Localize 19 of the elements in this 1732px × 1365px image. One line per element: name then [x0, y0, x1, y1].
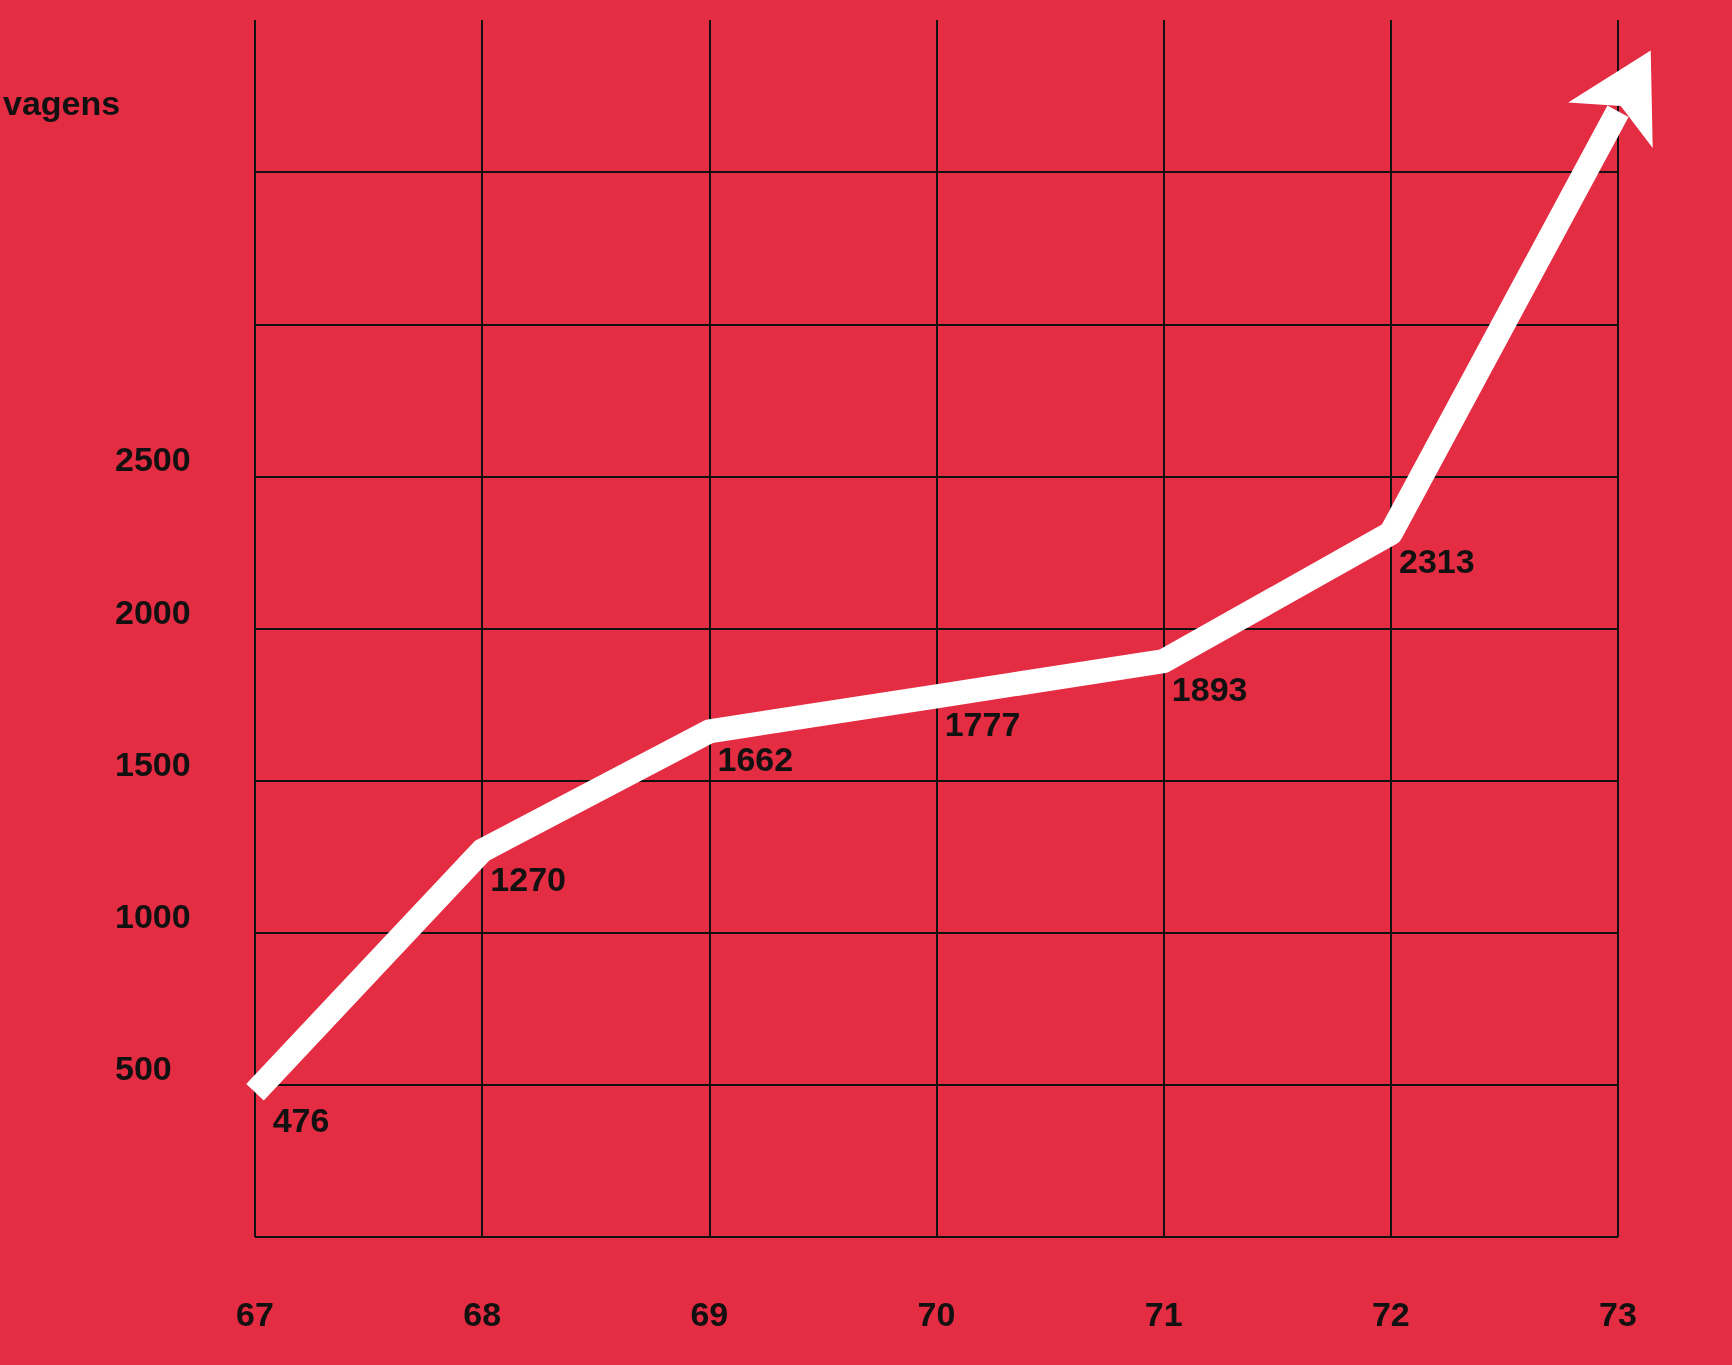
x-tick-label: 72 — [1371, 1295, 1410, 1333]
x-tick-label: 71 — [1144, 1295, 1183, 1333]
x-tick-label: 73 — [1599, 1295, 1637, 1333]
y-tick-label: 500 — [115, 1048, 172, 1087]
x-tick-label: 69 — [690, 1295, 729, 1333]
y-tick-label: 1500 — [115, 744, 191, 783]
data-label: 1893 — [1171, 670, 1248, 709]
data-label: 2313 — [1399, 542, 1475, 581]
data-label: 1777 — [944, 705, 1021, 744]
y-tick-label: 1000 — [115, 896, 191, 935]
x-tick-label: 68 — [463, 1295, 502, 1333]
y-axis-title: vagens — [3, 84, 121, 122]
data-label: 1662 — [717, 740, 794, 779]
x-tick-label: 70 — [917, 1295, 956, 1333]
y-tick-label: 2000 — [115, 592, 191, 631]
data-label: 476 — [272, 1101, 330, 1140]
x-tick-label: 67 — [236, 1295, 274, 1333]
data-label: 1270 — [490, 859, 566, 898]
y-tick-label: 2500 — [115, 440, 191, 479]
